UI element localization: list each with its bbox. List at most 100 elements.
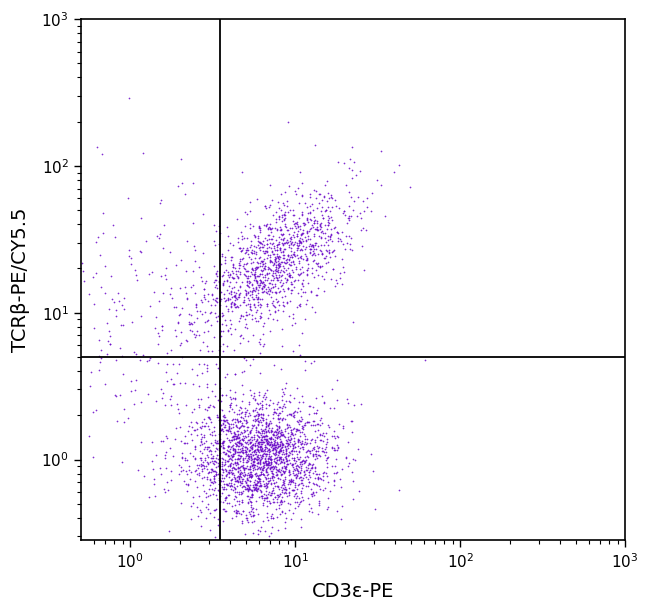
Point: [305, 201, 315, 211]
Point: [233, 417, 243, 427]
Point: [315, 224, 325, 234]
Point: [60, 106, 71, 116]
Point: [280, 463, 290, 473]
Point: [105, 339, 116, 349]
Point: [212, 316, 222, 326]
Point: [244, 271, 255, 280]
Point: [199, 486, 209, 496]
Point: [313, 446, 323, 456]
Point: [199, 421, 209, 431]
Point: [200, 308, 210, 318]
Point: [218, 476, 228, 485]
Point: [279, 431, 289, 441]
Point: [235, 289, 245, 299]
Point: [130, 385, 140, 395]
Point: [224, 451, 234, 461]
Point: [281, 258, 291, 268]
Point: [214, 479, 224, 488]
Point: [189, 453, 200, 463]
Point: [199, 283, 209, 293]
Point: [235, 416, 245, 425]
Point: [253, 445, 263, 455]
Point: [324, 248, 334, 258]
Point: [241, 209, 252, 219]
Point: [250, 292, 261, 302]
Point: [94, 335, 104, 345]
Point: [281, 459, 292, 469]
Point: [328, 468, 339, 478]
Point: [286, 446, 296, 455]
Point: [280, 508, 290, 518]
Point: [235, 281, 245, 291]
Point: [28, 546, 38, 556]
Point: [322, 247, 332, 256]
Point: [190, 454, 200, 464]
Point: [272, 252, 283, 261]
Point: [239, 427, 250, 436]
Point: [257, 401, 268, 411]
Point: [250, 471, 261, 480]
Point: [218, 326, 229, 336]
Point: [249, 454, 259, 464]
Point: [281, 464, 291, 474]
Point: [253, 416, 263, 425]
Point: [229, 444, 240, 454]
Point: [176, 436, 187, 446]
Point: [129, 400, 140, 409]
Point: [231, 505, 241, 515]
Point: [237, 418, 247, 428]
Point: [221, 492, 231, 502]
Point: [299, 420, 309, 430]
Point: [255, 368, 265, 378]
Point: [266, 488, 276, 498]
Point: [291, 463, 301, 473]
Point: [265, 250, 275, 259]
Point: [278, 267, 289, 277]
Point: [33, 323, 44, 332]
Point: [153, 234, 164, 244]
Point: [240, 408, 250, 417]
Point: [224, 461, 235, 471]
Point: [241, 513, 252, 523]
Point: [404, 182, 415, 192]
Point: [255, 223, 265, 233]
Point: [281, 237, 291, 247]
Point: [196, 295, 206, 305]
Point: [230, 444, 240, 454]
Point: [261, 419, 272, 428]
Point: [229, 427, 240, 437]
Point: [210, 435, 220, 445]
Point: [256, 491, 266, 501]
Point: [243, 485, 254, 495]
Point: [227, 259, 238, 269]
Point: [197, 439, 207, 449]
Point: [231, 288, 242, 297]
Point: [347, 455, 358, 465]
Point: [253, 473, 263, 483]
Point: [227, 482, 238, 491]
Point: [209, 402, 219, 412]
Point: [225, 453, 235, 463]
Point: [242, 288, 253, 297]
Point: [177, 353, 187, 362]
Point: [237, 486, 248, 496]
Point: [241, 307, 252, 317]
Point: [184, 461, 194, 471]
Point: [214, 277, 224, 287]
Point: [297, 230, 307, 239]
Point: [242, 491, 252, 501]
Point: [305, 239, 315, 248]
Point: [253, 411, 263, 421]
Point: [246, 269, 257, 278]
Point: [182, 294, 192, 304]
Point: [269, 440, 280, 450]
Point: [288, 485, 298, 494]
Point: [212, 410, 222, 420]
Point: [246, 502, 256, 512]
Point: [203, 296, 213, 305]
Point: [208, 294, 218, 304]
Point: [243, 431, 254, 441]
Point: [259, 428, 269, 438]
Point: [350, 170, 361, 179]
Point: [240, 445, 250, 455]
